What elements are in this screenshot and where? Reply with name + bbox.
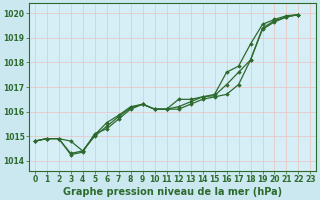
X-axis label: Graphe pression niveau de la mer (hPa): Graphe pression niveau de la mer (hPa)	[63, 187, 282, 197]
